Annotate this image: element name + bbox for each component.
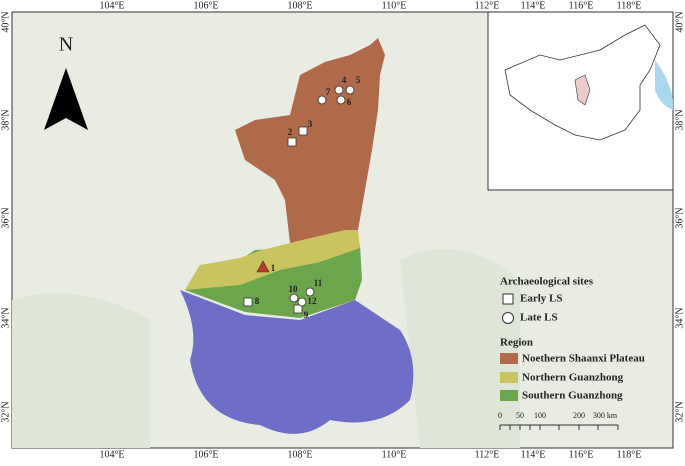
lon-label: 106°E bbox=[193, 449, 218, 460]
north-label: N bbox=[59, 34, 73, 56]
lat-label: 38°N bbox=[674, 109, 685, 130]
lon-label: 110°E bbox=[382, 0, 407, 11]
lat-label: 36°N bbox=[0, 207, 11, 228]
site-marker bbox=[287, 137, 297, 147]
site-marker bbox=[336, 95, 346, 105]
legend-swatch bbox=[500, 372, 518, 383]
lon-label: 114°E bbox=[521, 0, 546, 11]
legend-square bbox=[502, 293, 514, 305]
site-marker bbox=[345, 85, 355, 95]
scale-label: 50 bbox=[516, 411, 524, 420]
legend-item: Noethern Shaanxi Plateau bbox=[522, 353, 645, 365]
lon-label: 112°E bbox=[475, 0, 500, 11]
terrain-bg bbox=[12, 248, 520, 448]
scale-label: 300 km bbox=[593, 411, 618, 420]
legend-item: Early LS bbox=[520, 293, 562, 305]
legend-item: Late LS bbox=[520, 312, 558, 324]
legend-swatch bbox=[500, 353, 518, 364]
site-label: 5 bbox=[356, 75, 361, 85]
lat-label: 34°N bbox=[674, 307, 685, 328]
site-label: 4 bbox=[342, 75, 347, 85]
site-label: 11 bbox=[314, 278, 323, 288]
lat-label: 40°N bbox=[674, 11, 685, 32]
legend-item: Southern Guanzhong bbox=[522, 390, 623, 402]
site-marker bbox=[334, 85, 344, 95]
site-label: 8 bbox=[255, 296, 260, 306]
site-label: 10 bbox=[289, 284, 299, 294]
lat-label: 34°N bbox=[0, 307, 11, 328]
south-region bbox=[180, 290, 414, 434]
legend-title: Region bbox=[500, 337, 533, 349]
site-label: 1 bbox=[271, 263, 276, 273]
inset-shaanxi bbox=[574, 74, 591, 106]
legend-circle bbox=[502, 312, 514, 324]
site-marker bbox=[297, 297, 307, 307]
lat-label: 36°N bbox=[674, 207, 685, 228]
lon-label: 104°E bbox=[99, 449, 124, 460]
lon-label: 118°E bbox=[617, 0, 642, 11]
lon-label: 108°E bbox=[287, 0, 312, 11]
scale-label: 100 bbox=[534, 411, 546, 420]
site-marker bbox=[243, 297, 253, 307]
site-label: 3 bbox=[308, 119, 313, 129]
site-marker bbox=[317, 95, 327, 105]
inset-sea bbox=[655, 60, 673, 110]
lon-label: 116°E bbox=[569, 449, 594, 460]
lat-label: 38°N bbox=[0, 109, 11, 130]
site-label: 12 bbox=[308, 296, 318, 306]
scale-label: 200 bbox=[573, 411, 585, 420]
lon-label: 106°E bbox=[193, 0, 218, 11]
north-arrow bbox=[66, 68, 88, 130]
scale-bar bbox=[499, 424, 619, 430]
site-label: 6 bbox=[347, 97, 352, 107]
site-marker bbox=[293, 304, 303, 314]
lat-label: 40°N bbox=[0, 11, 11, 32]
site-label: 9 bbox=[304, 310, 309, 320]
lon-label: 104°E bbox=[99, 0, 124, 11]
site-marker bbox=[256, 260, 270, 273]
lon-label: 114°E bbox=[521, 449, 546, 460]
site-label: 2 bbox=[288, 127, 293, 137]
northern-guanzhong bbox=[185, 230, 360, 290]
legend-title: Archaeological sites bbox=[500, 276, 594, 288]
lat-label: 32°N bbox=[0, 401, 11, 422]
lon-label: 108°E bbox=[287, 449, 312, 460]
site-marker bbox=[298, 126, 308, 136]
legend-item: Northern Guanzhong bbox=[522, 372, 624, 384]
north-arrow bbox=[44, 68, 66, 130]
site-marker bbox=[305, 287, 315, 297]
lon-label: 110°E bbox=[382, 449, 407, 460]
site-marker bbox=[289, 293, 299, 303]
site-label: 7 bbox=[326, 87, 331, 97]
lon-label: 112°E bbox=[475, 449, 500, 460]
legend-swatch bbox=[500, 390, 518, 401]
lon-label: 116°E bbox=[569, 0, 594, 11]
lon-label: 118°E bbox=[617, 449, 642, 460]
lat-label: 32°N bbox=[674, 401, 685, 422]
scale-label: 0 bbox=[498, 411, 502, 420]
